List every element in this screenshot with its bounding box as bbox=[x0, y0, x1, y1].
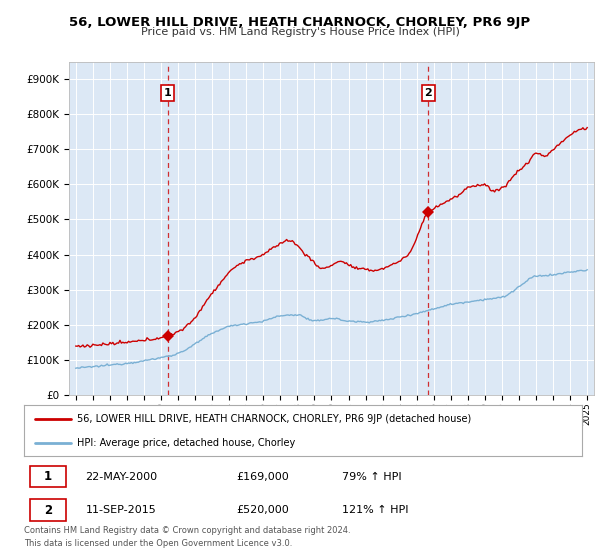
Text: Contains HM Land Registry data © Crown copyright and database right 2024.: Contains HM Land Registry data © Crown c… bbox=[24, 526, 350, 535]
Text: 1: 1 bbox=[44, 470, 52, 483]
Text: HPI: Average price, detached house, Chorley: HPI: Average price, detached house, Chor… bbox=[77, 438, 295, 448]
Text: Price paid vs. HM Land Registry's House Price Index (HPI): Price paid vs. HM Land Registry's House … bbox=[140, 27, 460, 37]
FancyBboxPatch shape bbox=[29, 500, 66, 521]
Text: £169,000: £169,000 bbox=[236, 472, 289, 482]
Text: 121% ↑ HPI: 121% ↑ HPI bbox=[342, 505, 409, 515]
Text: 79% ↑ HPI: 79% ↑ HPI bbox=[342, 472, 401, 482]
Text: 1: 1 bbox=[164, 88, 172, 98]
Text: 56, LOWER HILL DRIVE, HEATH CHARNOCK, CHORLEY, PR6 9JP: 56, LOWER HILL DRIVE, HEATH CHARNOCK, CH… bbox=[70, 16, 530, 29]
Text: 11-SEP-2015: 11-SEP-2015 bbox=[85, 505, 156, 515]
Text: 22-MAY-2000: 22-MAY-2000 bbox=[85, 472, 158, 482]
Text: 56, LOWER HILL DRIVE, HEATH CHARNOCK, CHORLEY, PR6 9JP (detached house): 56, LOWER HILL DRIVE, HEATH CHARNOCK, CH… bbox=[77, 414, 471, 424]
Text: This data is licensed under the Open Government Licence v3.0.: This data is licensed under the Open Gov… bbox=[24, 539, 292, 548]
Text: £520,000: £520,000 bbox=[236, 505, 289, 515]
FancyBboxPatch shape bbox=[29, 466, 66, 487]
Text: 2: 2 bbox=[44, 503, 52, 517]
Text: 2: 2 bbox=[425, 88, 433, 98]
